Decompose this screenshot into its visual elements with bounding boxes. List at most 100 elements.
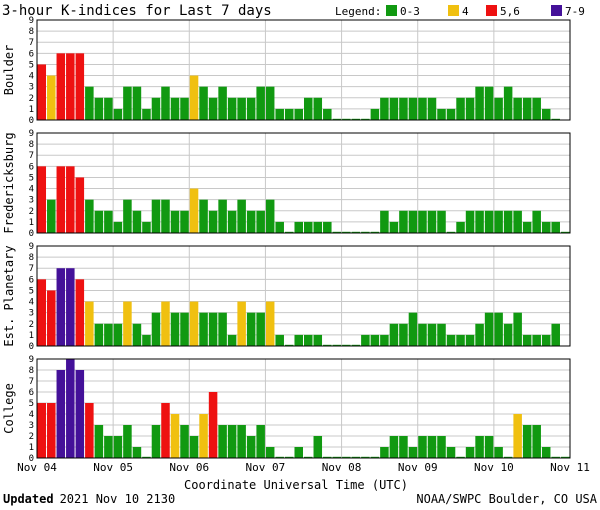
- legend-item-0-3: 0-3: [400, 5, 420, 18]
- bar: [246, 436, 256, 458]
- bar: [284, 108, 294, 120]
- bar: [66, 359, 75, 458]
- bar: [180, 312, 189, 346]
- bar: [104, 97, 113, 120]
- bar: [427, 97, 437, 120]
- bar: [132, 323, 142, 346]
- legend-swatch-0-3: [386, 5, 397, 16]
- bar: [304, 97, 313, 120]
- footer-updated: Updated 2021 Nov 10 2130: [3, 492, 175, 506]
- legend-label: Legend:: [335, 5, 381, 18]
- bar: [437, 108, 446, 120]
- bar: [446, 108, 456, 120]
- y-tick-label: 3: [29, 83, 34, 93]
- bar: [246, 210, 256, 233]
- y-tick-label: 1: [29, 443, 34, 453]
- bar: [418, 436, 427, 458]
- bar: [85, 86, 94, 120]
- bar: [484, 86, 494, 120]
- bar: [56, 53, 66, 121]
- bar: [351, 231, 361, 233]
- bar: [465, 334, 475, 346]
- y-tick-label: 0: [29, 454, 34, 464]
- bar: [85, 199, 94, 233]
- bar: [56, 268, 66, 346]
- legend-swatch-4: [448, 5, 459, 16]
- bar: [151, 312, 161, 346]
- bar: [332, 118, 342, 120]
- bar: [389, 323, 399, 346]
- bar: [446, 447, 456, 458]
- bar: [522, 334, 532, 346]
- y-tick-label: 4: [29, 298, 34, 308]
- bar: [113, 436, 123, 458]
- bar: [437, 210, 446, 233]
- bar: [56, 166, 66, 233]
- y-tick-label: 4: [29, 410, 34, 420]
- bar: [113, 221, 123, 233]
- bar: [189, 188, 199, 233]
- station-label: Est. Planetary: [2, 245, 16, 346]
- bar: [513, 312, 522, 346]
- bar: [484, 436, 494, 458]
- bar: [465, 97, 475, 120]
- bar: [351, 344, 361, 346]
- bar: [370, 456, 380, 458]
- y-tick-label: 0: [29, 116, 34, 126]
- bar: [361, 334, 370, 346]
- bar: [132, 447, 142, 458]
- bar: [342, 118, 351, 120]
- bar: [494, 97, 503, 120]
- bar: [399, 323, 408, 346]
- panel-frame: [36, 132, 571, 234]
- x-tick-label: Nov 10: [474, 461, 514, 474]
- bar: [399, 97, 408, 120]
- y-tick-label: 1: [29, 105, 34, 115]
- bar: [47, 290, 56, 346]
- bar: [37, 64, 47, 120]
- bar: [551, 456, 560, 458]
- bar: [399, 436, 408, 458]
- y-tick-label: 5: [29, 60, 34, 70]
- bar: [541, 221, 551, 233]
- y-tick-label: 5: [29, 173, 34, 183]
- footer-source: NOAA/SWPC Boulder, CO USA: [416, 492, 597, 506]
- bar: [323, 344, 332, 346]
- bar: [408, 210, 418, 233]
- bar: [323, 221, 332, 233]
- bar: [475, 436, 484, 458]
- bar: [313, 436, 323, 458]
- bar: [37, 279, 47, 346]
- legend: Legend: 0-3 4 5,6 7-9: [335, 5, 585, 18]
- y-tick-label: 5: [29, 286, 34, 296]
- bar: [161, 199, 170, 233]
- bar: [170, 312, 180, 346]
- bar: [208, 97, 218, 120]
- chart-title: 3-hour K-indices for Last 7 days: [2, 3, 272, 19]
- y-tick-label: 9: [29, 242, 34, 252]
- bar: [446, 334, 456, 346]
- bar: [304, 456, 313, 458]
- bar: [66, 268, 75, 346]
- bar: [408, 97, 418, 120]
- bar: [189, 301, 199, 346]
- bar: [227, 425, 237, 458]
- bar: [227, 334, 237, 346]
- bar: [237, 199, 246, 233]
- bar: [503, 86, 513, 120]
- bar: [180, 425, 189, 458]
- y-tick-label: 0: [29, 229, 34, 239]
- bar: [218, 312, 227, 346]
- bar: [170, 97, 180, 120]
- bar: [208, 392, 218, 458]
- bar: [256, 425, 265, 458]
- bar: [123, 86, 132, 120]
- bar: [142, 108, 151, 120]
- bar: [437, 323, 446, 346]
- legend-item-5-6: 5,6: [500, 5, 520, 18]
- footer-updated-value: 2021 Nov 10 2130: [60, 492, 176, 506]
- bar: [380, 334, 389, 346]
